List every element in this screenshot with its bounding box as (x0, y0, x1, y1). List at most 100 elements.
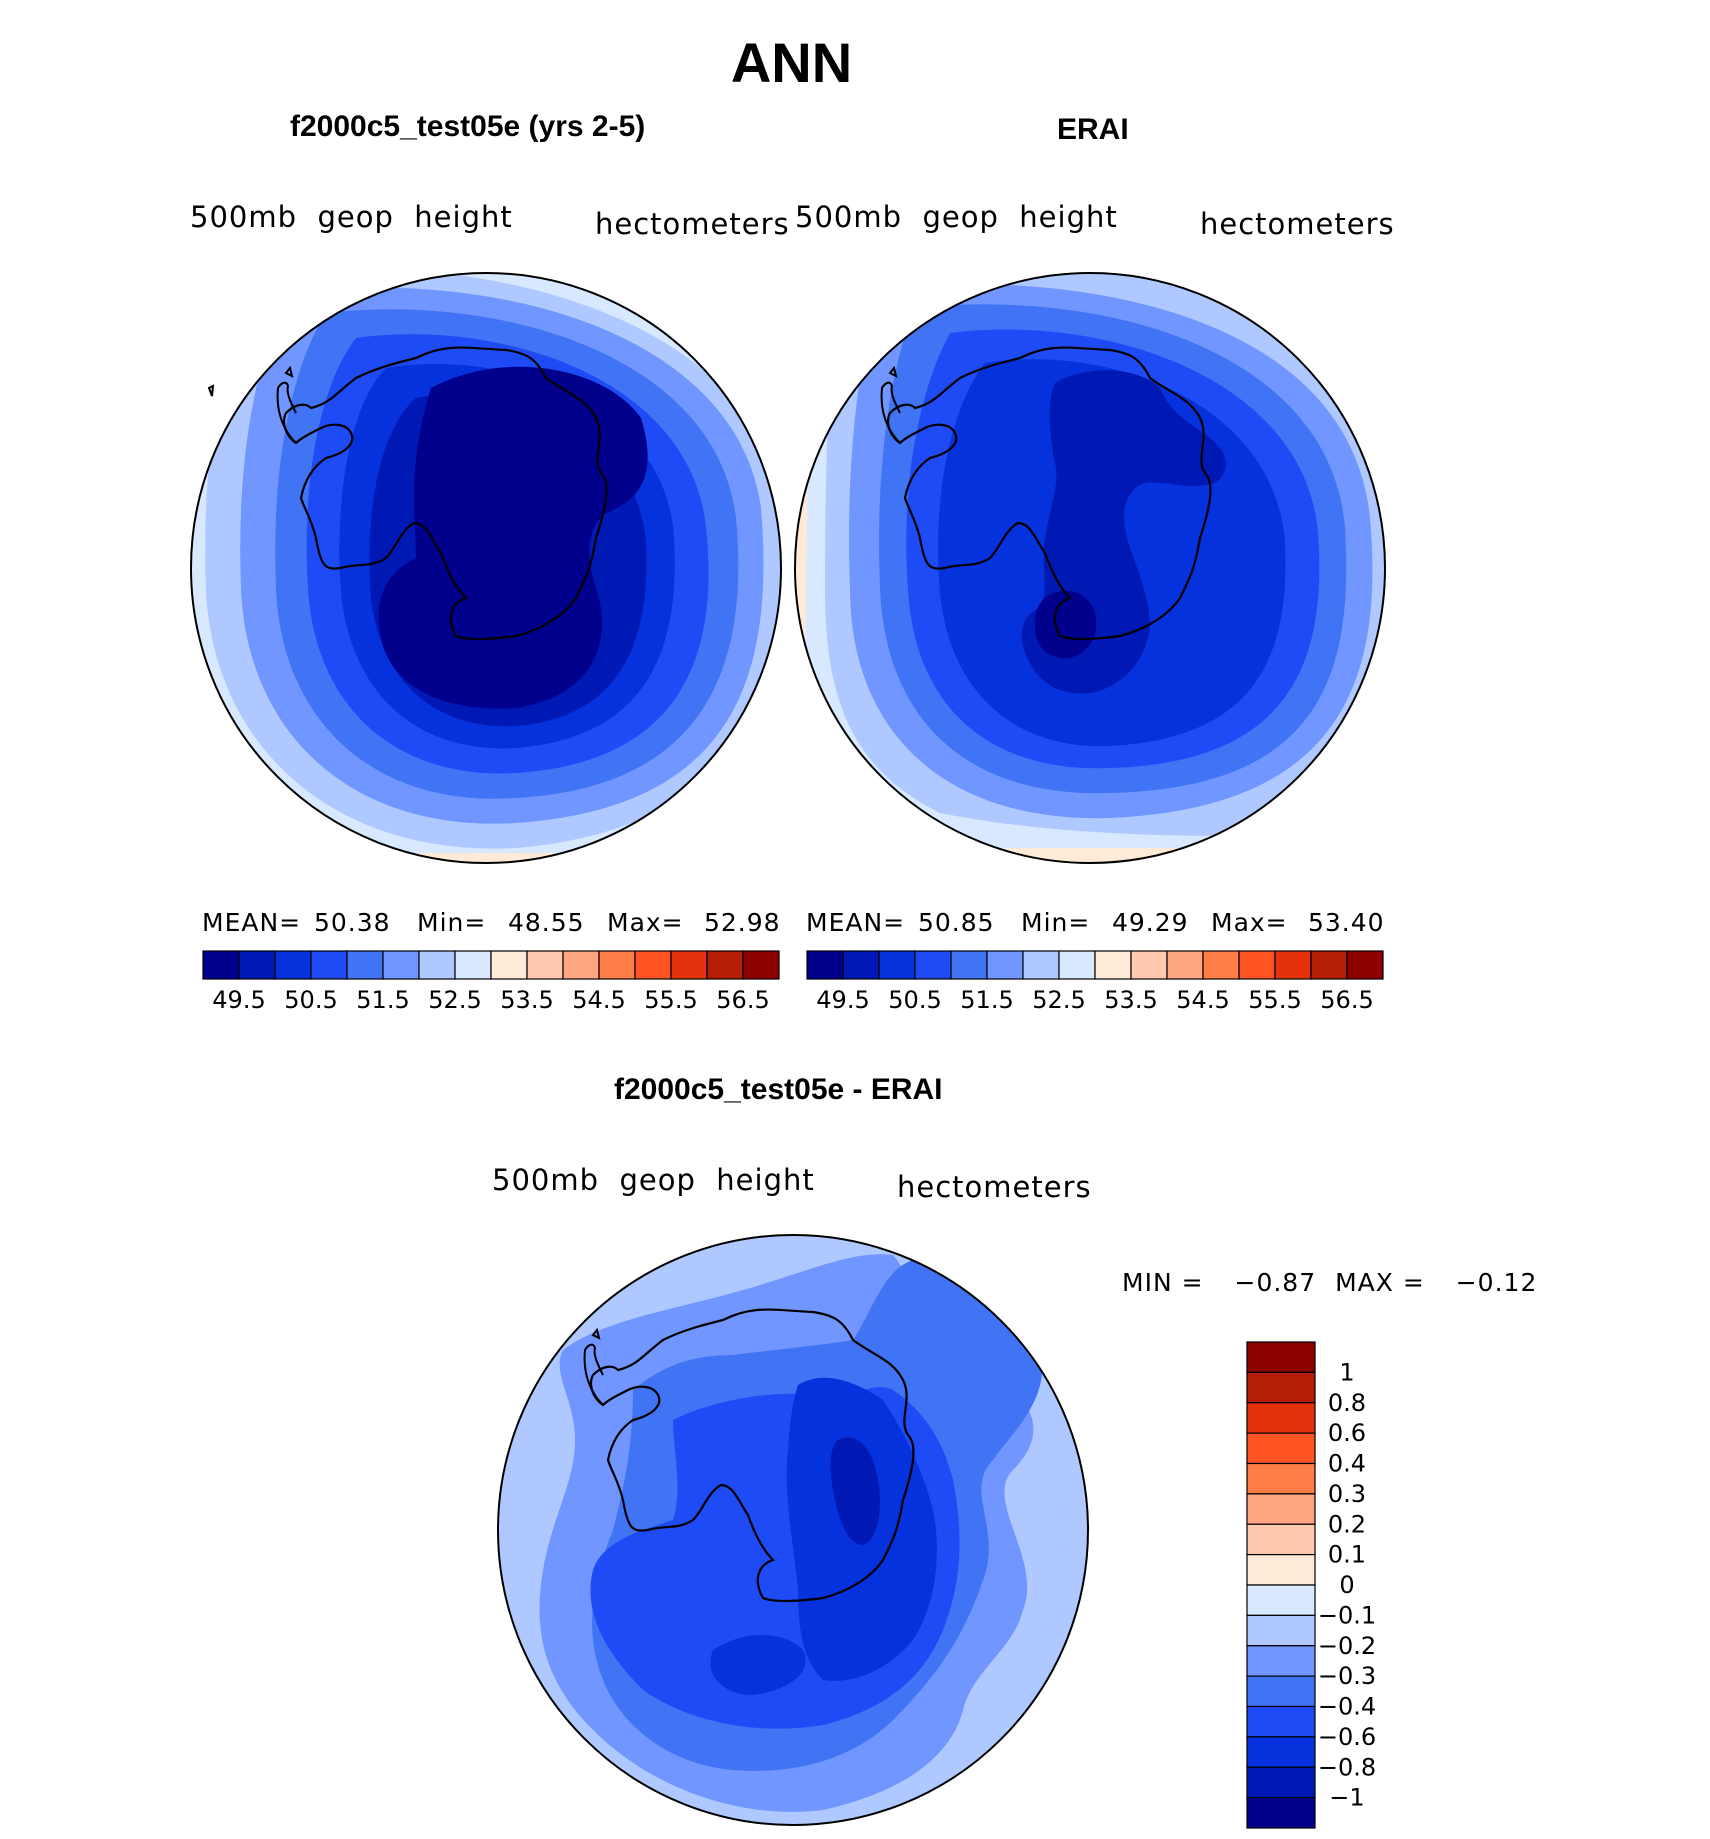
panel1-colorbar-cell (706, 950, 744, 980)
panel1-map-border (190, 272, 782, 864)
panel3-max-label: MAX = (1335, 1268, 1425, 1297)
panel2-bands (795, 273, 1385, 863)
panel2-colorbar-cell (914, 950, 952, 980)
panel1-colorbar-cell (670, 950, 708, 980)
panel1-colorbar-cell (562, 950, 600, 980)
panel3-colorbar-cell (1246, 1584, 1316, 1616)
panel3-colorbar-cell (1246, 1554, 1316, 1586)
panel2-colorbar-cell (1094, 950, 1132, 980)
panel3-right-label: hectometers (897, 1170, 1092, 1204)
panel2-title: ERAI (1057, 113, 1129, 146)
panel3-colorbar-tick-label: 0.1 (1328, 1541, 1366, 1569)
panel2-colorbar-cell (1346, 950, 1384, 980)
panel2-peninsula (880, 381, 901, 444)
panel2-stats: MEAN= 50.85 Min= 49.29 Max= 53.40 (806, 908, 1385, 937)
panel3-colorbar-cell (1246, 1675, 1316, 1708)
panel2-max-value: 53.40 (1308, 908, 1385, 937)
panel2-colorbar-cell (1310, 950, 1348, 980)
panel3-colorbar-cell (1246, 1523, 1316, 1556)
panel2-right-label: hectometers (1200, 207, 1395, 241)
panel3-colorbar-tick-label: −0.8 (1318, 1753, 1376, 1781)
panel1-colorbar-tick-label: 51.5 (356, 986, 409, 1014)
panel1-peninsula (276, 381, 297, 444)
panel3-colorbar-cell (1246, 1371, 1316, 1404)
panel1-colorbar-cell (310, 950, 348, 980)
panel1-mean-value: 50.38 (314, 908, 391, 937)
panel2-min-label: Min= (1021, 908, 1091, 937)
page-title: ANN (730, 31, 853, 94)
panel2-colorbar-tick-label: 55.5 (1248, 986, 1301, 1014)
panel2-colorbar: 49.5 50.5 51.5 52.5 53.5 54.5 55.5 56.5 (806, 950, 1384, 1014)
panel3-colorbar-cell (1246, 1797, 1316, 1829)
panel3-title: f2000c5_test05e - ERAI (614, 1073, 943, 1106)
panel2-colorbar-tick-label: 51.5 (960, 986, 1013, 1014)
panel3-colorbar-cells (1246, 1341, 1316, 1829)
panel3-colorbar-cell (1246, 1736, 1316, 1768)
panel2-band-49-5 (1035, 590, 1097, 659)
panel2-colorbar-cell (950, 950, 988, 980)
panel3-colorbar-cell (1246, 1493, 1316, 1525)
panel1-colorbar-tick-label: 50.5 (284, 986, 337, 1014)
panel1-colorbar-tick-label: 55.5 (644, 986, 697, 1014)
panel3-colorbar-tick-label: 0.2 (1328, 1510, 1366, 1538)
panel1-island (207, 365, 294, 397)
panel3-colorbar-cell (1246, 1766, 1316, 1799)
panel2-left-label: 500mb geop height (795, 200, 1118, 234)
panel2-colorbar-tick-label: 49.5 (816, 986, 869, 1014)
panel2-colorbar-tick-label: 54.5 (1176, 986, 1229, 1014)
panel1-stats: MEAN= 50.38 Min= 48.55 Max= 52.98 (202, 908, 780, 937)
panel1-colorbar-cell (454, 950, 492, 980)
panel3-stats: MIN = −0.87 MAX = −0.12 (1122, 1268, 1537, 1297)
panel1-min-value: 48.55 (508, 908, 585, 937)
panel2-island (888, 365, 898, 378)
panel3-bands (498, 1235, 1088, 1825)
panel3-colorbar-tick-label: 1 (1339, 1358, 1354, 1386)
panel3-colorbar-tick-label: −0.3 (1318, 1662, 1376, 1690)
panel3-max-value: −0.12 (1455, 1268, 1538, 1297)
panel2-colorbar-cells (806, 950, 1384, 980)
panel1-colorbar-cell (202, 950, 240, 980)
panel2-colorbar-tick-label: 52.5 (1032, 986, 1085, 1014)
panel1-title: f2000c5_test05e (yrs 2-5) (290, 110, 646, 143)
panel3-colorbar-tick-label: −0.1 (1318, 1601, 1376, 1629)
panel2-map (794, 272, 1386, 864)
panel3-left-label: 500mb geop height (492, 1163, 815, 1197)
panel3-colorbar-cell (1246, 1341, 1316, 1373)
panel3-min-label: MIN = (1122, 1268, 1204, 1297)
panel3-band-neg08 (710, 1377, 937, 1695)
panel3-colorbar-cell (1246, 1645, 1316, 1677)
panel1-colorbar-tick-label: 54.5 (572, 986, 625, 1014)
panel2-colorbar-cell (1238, 950, 1276, 980)
panel2-mean-value: 50.85 (918, 908, 995, 937)
panel2-colorbar-labels: 49.5 50.5 51.5 52.5 53.5 54.5 55.5 56.5 (816, 986, 1373, 1014)
panel2-colorbar-cell (1274, 950, 1312, 980)
panel2-colorbar-tick-label: 53.5 (1104, 986, 1157, 1014)
panel2-colorbar-cell (1166, 950, 1204, 980)
panel3-colorbar-tick-label: −0.2 (1318, 1632, 1376, 1660)
panel2-colorbar-tick-label: 56.5 (1320, 986, 1373, 1014)
panel3-colorbar: 1 0.80.6 0.40.30.2 0.10−0.1 −0.2−0.3 −0.4−0.6… (1246, 1341, 1376, 1829)
panel1-map (190, 272, 782, 864)
panel1-mean-label: MEAN= (202, 908, 302, 937)
panel2-max-label: Max= (1211, 908, 1288, 937)
panel1-colorbar-cell (598, 950, 636, 980)
panel3-min-value: −0.87 (1234, 1268, 1317, 1297)
panel1-max-label: Max= (607, 908, 684, 937)
panel3-colorbar-cell (1246, 1432, 1316, 1465)
panel2-mean-label: MEAN= (806, 908, 906, 937)
panel1-colorbar-cell (490, 950, 528, 980)
panel2-colorbar-tick-label: 50.5 (888, 986, 941, 1014)
panel1-colorbar-cell (418, 950, 456, 980)
panel1-colorbar-cells (202, 950, 780, 980)
panel1-colorbar-tick-label: 53.5 (500, 986, 553, 1014)
panel3-colorbar-cell (1246, 1705, 1316, 1738)
panel1-colorbar-cell (742, 950, 780, 980)
panel1-right-label: hectometers (595, 207, 790, 241)
panel1-band-low (378, 366, 648, 709)
panel1-colorbar-cell (346, 950, 384, 980)
panel2-map-border (794, 272, 1386, 864)
panel1-colorbar-tick-label: 52.5 (428, 986, 481, 1014)
panel1-colorbar-cell (238, 950, 276, 980)
panel1-colorbar-cell (634, 950, 672, 980)
panel3-colorbar-labels: 1 0.80.6 0.40.30.2 0.10−0.1 −0.2−0.3 −0.4−0.6… (1318, 1358, 1376, 1811)
